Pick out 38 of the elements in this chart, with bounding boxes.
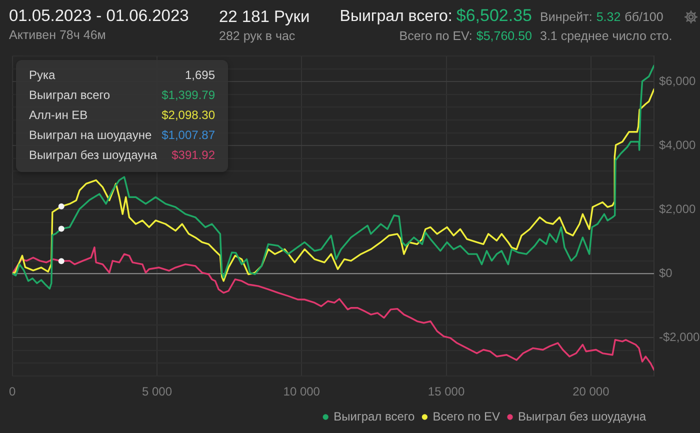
text: Выиграл всего: [340,7,452,26]
annotation: $2,098.30 [162,108,215,123]
x-tick-label: 20 000 [572,384,610,399]
y-tick-label: $6,000 [659,74,696,88]
legend-label: Всего по EV [432,409,500,424]
annotation: $1,399.79 [162,88,215,103]
y-tick-label: $4,000 [659,138,696,152]
point [58,203,64,210]
text: Винрейт: [540,9,592,25]
text: $5,760.50 [476,28,532,44]
annotation: $391.92 [172,148,215,163]
y-tick-label: $0 [659,266,673,280]
annotation: Выиграл без шоудауна [29,148,157,163]
annotation: $1,007.87 [162,128,215,143]
annotation: Выиграл всего [29,88,110,103]
annotation: 1,695 [184,68,215,83]
legend-label: Выиграл без шоудауна [518,409,646,424]
text: 282 рук в час [219,28,296,44]
text: бб/100 [624,9,664,25]
point [58,258,64,264]
annotation: Рука [29,68,56,83]
x-tick-label: 5 000 [142,384,172,399]
chart-title: 01.05.2023 - 01.06.2023 [9,7,189,26]
text: 22 181 Руки [219,7,310,27]
annotation: Выиграл на шоудауне [29,128,152,143]
text: 5.32 [596,9,621,25]
point [58,226,64,232]
y-tick-label: $2,000 [659,202,696,216]
text: 3.1 среднее число сто. [540,28,672,44]
x-tick-label: 15 000 [428,384,465,399]
annotation: Алл-ин ЕВ [29,108,88,123]
text: Всего по EV: [399,28,472,44]
x-tick-label: 10 000 [283,384,320,399]
x-tick-label: 0 [8,384,16,399]
legend-label: Выиграл всего [334,409,416,424]
chart-subtitle: Активен 78ч 46м [9,28,106,44]
y-tick-label: -$2,000 [659,330,700,344]
text: $6,502.35 [456,6,532,26]
